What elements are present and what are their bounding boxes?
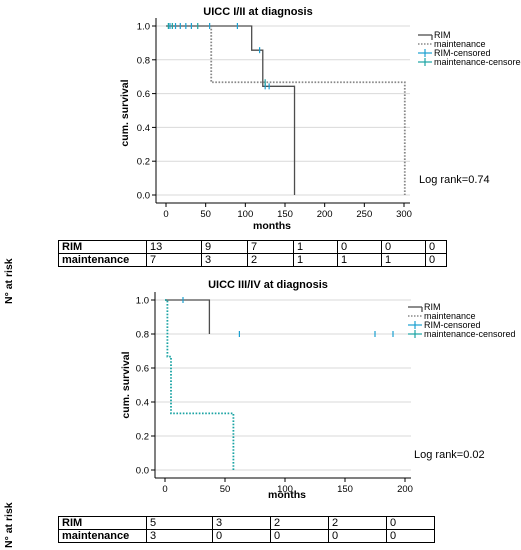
legend-rim-label: RIM <box>434 30 451 40</box>
risk-cell: 7 <box>247 240 294 254</box>
legend-rim-censored-label: RIM-censored <box>424 320 481 330</box>
risk-cell: 2 <box>270 516 329 530</box>
y-axis-ticks: 0.0 0.2 0.4 0.6 0.8 1.0 <box>137 22 156 202</box>
risk-cell: 1 <box>381 253 426 267</box>
y-tick-label: 0.4 <box>137 123 150 134</box>
risk-cell: 0 <box>328 529 387 543</box>
x-tick-label: 0 <box>162 484 167 495</box>
maintenance-survival-curve <box>165 299 235 470</box>
log-rank-annotation: Log rank=0.74 <box>419 174 490 186</box>
risk-row-maintenance: maintenance 7 3 2 1 1 1 0 <box>58 253 447 267</box>
chart-title: UICC III/IV at diagnosis <box>208 279 328 291</box>
y-tick-label: 0.6 <box>136 364 149 375</box>
risk-cell: 0 <box>270 529 329 543</box>
y-tick-label: 0.4 <box>136 398 149 409</box>
at-risk-side-label: N° at risk <box>3 502 15 548</box>
chart-title: UICC I/II at diagnosis <box>203 6 312 18</box>
x-axis-label: months <box>268 489 306 498</box>
legend-rim-censored-label: RIM-censored <box>434 48 491 58</box>
x-tick-label: 50 <box>200 209 211 220</box>
risk-cell: 1 <box>293 240 338 254</box>
x-tick-label: 200 <box>317 209 333 220</box>
x-tick-label: 250 <box>356 209 372 220</box>
y-axis-label: cum. survival <box>119 79 131 146</box>
y-tick-label: 1.0 <box>137 22 150 33</box>
x-tick-label: 150 <box>277 209 293 220</box>
legend-maintenance-censored-label: maintenance-censored <box>424 329 516 339</box>
risk-cell: 3 <box>146 529 213 543</box>
y-tick-label: 0.2 <box>137 157 150 168</box>
axes <box>154 292 411 479</box>
risk-table-uicc-1-2: RIM 13 9 7 1 0 0 0 maintenance 7 3 2 1 1… <box>58 240 447 267</box>
x-axis-label: months <box>253 220 291 232</box>
log-rank-annotation: Log rank=0.02 <box>414 449 485 461</box>
risk-cell: 0 <box>425 253 447 267</box>
risk-cell: 5 <box>146 516 213 530</box>
risk-row-label: maintenance <box>58 253 147 267</box>
y-tick-label: 0.8 <box>137 55 150 66</box>
risk-cell: 13 <box>146 240 202 254</box>
legend-rim-label: RIM <box>424 302 441 312</box>
risk-cell: 0 <box>425 240 447 254</box>
y-tick-label: 0.0 <box>137 191 150 202</box>
y-tick-label: 0.0 <box>136 466 149 477</box>
x-tick-label: 100 <box>237 209 253 220</box>
legend-maintenance-label: maintenance <box>424 311 476 321</box>
risk-row-maintenance: maintenance 3 0 0 0 0 <box>58 529 435 543</box>
km-chart-uicc-1-2: UICC I/II at diagnosis 0.0 0.2 0.4 0.6 0.8 1.… <box>119 6 521 232</box>
legend-maintenance-censored-label: maintenance-censored <box>434 57 521 67</box>
grid <box>156 25 410 196</box>
risk-row-rim: RIM 13 9 7 1 0 0 0 <box>58 240 447 254</box>
censor-marks <box>182 297 394 337</box>
risk-cell: 1 <box>337 253 382 267</box>
x-tick-label: 0 <box>163 209 168 220</box>
grid <box>155 299 411 471</box>
rim-survival-curve <box>165 299 211 334</box>
km-chart-uicc-3-4: UICC III/IV at diagnosis 0.0 0.2 0.4 0.6 0.8… <box>120 279 516 498</box>
x-axis-ticks: 0 50 100 150 200 250 300 <box>163 203 412 220</box>
risk-cell: 0 <box>386 516 435 530</box>
risk-cell: 0 <box>212 529 271 543</box>
y-axis-label: cum. survival <box>120 351 132 418</box>
series-layer <box>166 25 406 195</box>
x-tick-label: 50 <box>220 484 231 495</box>
risk-row-label: RIM <box>58 240 147 254</box>
y-tick-label: 0.8 <box>136 330 149 341</box>
x-axis-ticks: 0 50 100 150 200 <box>162 478 413 495</box>
risk-cell: 2 <box>247 253 294 267</box>
risk-cell: 0 <box>386 529 435 543</box>
x-tick-label: 100 <box>277 484 293 495</box>
y-tick-label: 0.6 <box>137 89 150 100</box>
x-tick-label: 150 <box>337 484 353 495</box>
maintenance-survival-curve <box>166 25 406 195</box>
risk-cell: 2 <box>328 516 387 530</box>
risk-cell: 1 <box>293 253 338 267</box>
legend: RIM maintenance RIM-censored maintenance… <box>408 302 516 339</box>
rim-survival-curve <box>166 25 296 195</box>
risk-cell: 0 <box>337 240 382 254</box>
legend-maintenance-label: maintenance <box>434 39 486 49</box>
risk-row-label: RIM <box>58 516 147 530</box>
series-layer <box>165 299 235 470</box>
risk-row-rim: RIM 5 3 2 2 0 <box>58 516 435 530</box>
y-axis-ticks: 0.0 0.2 0.4 0.6 0.8 1.0 <box>136 296 155 477</box>
legend: RIM maintenance RIM-censored maintenance… <box>418 30 521 67</box>
risk-cell: 0 <box>381 240 426 254</box>
risk-table-uicc-3-4: RIM 5 3 2 2 0 maintenance 3 0 0 0 0 <box>58 516 435 543</box>
censor-marks <box>167 23 270 90</box>
risk-cell: 3 <box>201 253 248 267</box>
risk-cell: 3 <box>212 516 271 530</box>
y-tick-label: 0.2 <box>136 432 149 443</box>
risk-row-label: maintenance <box>58 529 147 543</box>
x-tick-label: 200 <box>397 484 413 495</box>
y-tick-label: 1.0 <box>136 296 149 307</box>
risk-cell: 7 <box>146 253 202 267</box>
risk-cell: 9 <box>201 240 248 254</box>
x-tick-label: 300 <box>396 209 412 220</box>
axes <box>155 18 410 204</box>
